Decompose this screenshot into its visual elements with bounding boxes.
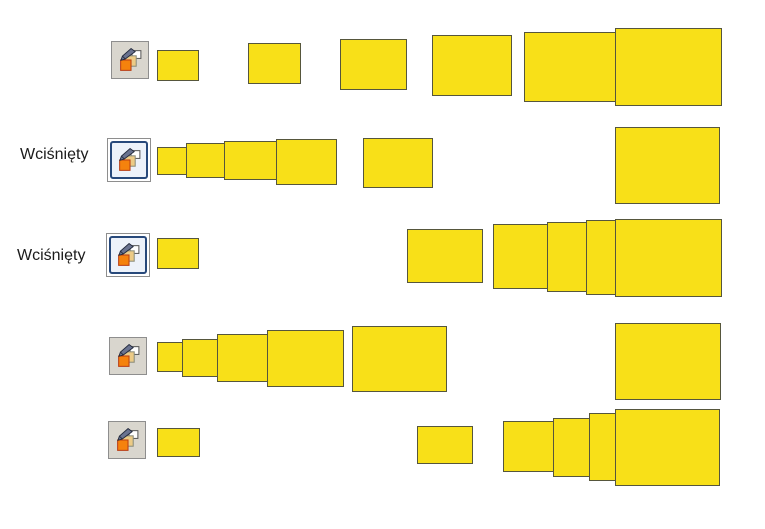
blend-object-rect [615, 219, 722, 297]
blend-object-rect [224, 141, 277, 180]
blend-object-rect [615, 28, 722, 106]
blend-object-rect [157, 342, 185, 372]
blend-object-rect [352, 326, 447, 392]
blend-object-rect [157, 147, 188, 175]
object-color-acceleration-icon [119, 47, 141, 71]
acceleration-toolbar-button[interactable] [109, 337, 147, 375]
blend-object-rect [157, 428, 200, 457]
acceleration-toolbar-button[interactable] [108, 421, 146, 459]
blend-object-rect [186, 143, 226, 178]
pressed-state-label: Wciśnięty [20, 146, 89, 163]
blend-object-rect [157, 50, 199, 81]
blend-object-rect [524, 32, 617, 102]
blend-object-rect [417, 426, 473, 464]
blend-object-rect [615, 323, 721, 400]
blend-object-rect [217, 334, 269, 382]
blend-object-rect [267, 330, 344, 387]
acceleration-toolbar-button-pressed[interactable] [107, 138, 151, 182]
blend-object-rect [407, 229, 483, 283]
blend-object-rect [432, 35, 512, 96]
pressed-button-inner [109, 236, 147, 274]
acceleration-toolbar-button-pressed[interactable] [106, 233, 150, 277]
blend-object-rect [276, 139, 337, 185]
blend-object-rect [340, 39, 407, 90]
blend-object-rect [363, 138, 433, 188]
blend-object-rect [248, 43, 301, 84]
object-color-acceleration-icon [116, 427, 138, 451]
blend-object-rect [157, 238, 199, 269]
blend-object-rect [615, 127, 720, 204]
blend-object-rect [182, 339, 220, 377]
pressed-state-label: Wciśnięty [17, 247, 86, 264]
object-color-acceleration-icon [118, 147, 140, 171]
acceleration-toolbar-button[interactable] [111, 41, 149, 79]
pressed-button-inner [110, 141, 148, 179]
object-color-acceleration-icon [117, 343, 139, 367]
blend-object-rect [615, 409, 720, 486]
object-color-acceleration-icon [117, 242, 139, 266]
